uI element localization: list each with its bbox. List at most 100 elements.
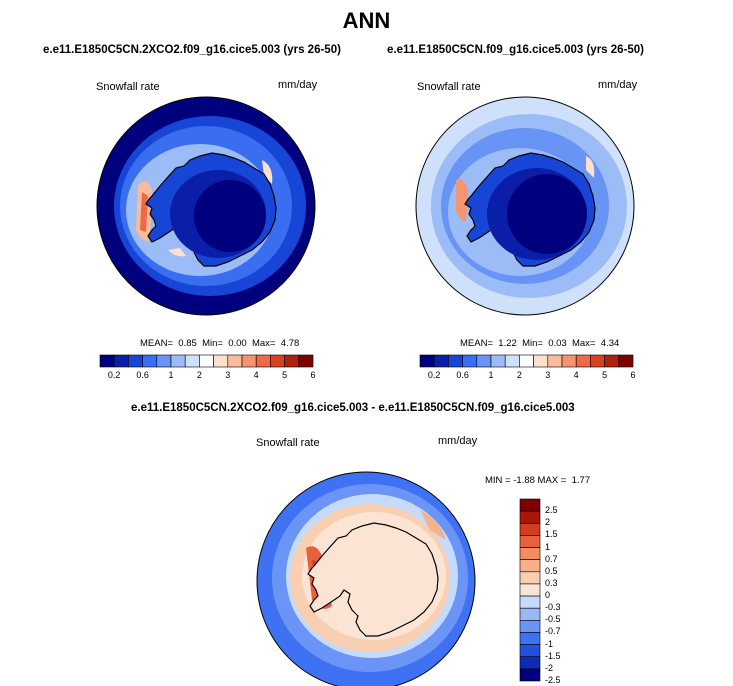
diff-colorbar-swatch xyxy=(519,656,541,670)
panel2-stats: MEAN= 1.22 Min= 0.03 Max= 4.34 xyxy=(460,338,619,349)
panel2-units-label: mm/day xyxy=(598,79,638,91)
panel2-colorbar-swatch xyxy=(433,354,449,368)
panel1-mean-value: 0.85 xyxy=(178,338,197,349)
panel1-colorbar-swatch xyxy=(156,354,172,368)
panel1-colorbar-swatch xyxy=(99,354,115,368)
diff-colorbar-tick-label: -1.5 xyxy=(545,650,561,661)
panel2-colorbar-swatch xyxy=(476,354,492,368)
panel2-colorbar-swatch xyxy=(504,354,520,368)
panel2-map xyxy=(415,96,635,316)
panel2-mean-value: 1.22 xyxy=(498,338,517,349)
diff-colorbar-swatch xyxy=(519,644,541,658)
diff-max-label: MAX = xyxy=(537,475,567,486)
diff-variable-label: Snowfall rate xyxy=(256,437,320,449)
panel1-colorbar-tick-label: 1 xyxy=(168,370,174,380)
diff-colorbar-swatch xyxy=(519,668,541,682)
panel2-colorbar-tick-label: 4 xyxy=(573,370,579,380)
panel2-colorbar-swatch xyxy=(618,354,634,368)
diff-colorbar-swatch xyxy=(519,595,541,609)
diff-colorbar-tick-label: -2.5 xyxy=(545,675,561,685)
diff-colorbar-swatch xyxy=(519,547,541,560)
panel1-colorbar-swatch xyxy=(142,354,158,368)
panel1-max-value: 4.78 xyxy=(280,338,300,349)
diff-min-label: MIN = xyxy=(485,475,511,486)
panel1-colorbar-swatch xyxy=(270,354,285,368)
diff-colorbar-tick-label: 1 xyxy=(545,541,551,552)
panel2-colorbar-swatch xyxy=(490,354,506,368)
panel1-colorbar-swatch xyxy=(298,354,314,368)
panel1-variable-label: Snowfall rate xyxy=(96,81,160,93)
panel2-colorbar-swatch xyxy=(462,354,478,368)
panel2-mean-label: MEAN= xyxy=(460,338,493,349)
panel2-colorbar-tick-label: 2 xyxy=(516,370,522,380)
panel1-colorbar-tick-label: 2 xyxy=(196,370,202,380)
panel1-units-label: mm/day xyxy=(278,79,318,91)
panel2-colorbar-tick-label: 0.2 xyxy=(427,370,441,380)
diff-colorbar-tick-label: -0.5 xyxy=(545,614,561,625)
diff-colorbar-swatch xyxy=(519,607,541,621)
diff-case-title: e.e11.E1850C5CN.2XCO2.f09_g16.cice5.003 … xyxy=(131,402,575,414)
panel2-colorbar-tick-label: 0.6 xyxy=(456,370,469,380)
diff-colorbar-tick-label: 0.5 xyxy=(545,565,558,576)
panel2-max-label: Max= xyxy=(571,338,596,349)
diff-colorbar-swatch xyxy=(519,583,541,597)
diff-colorbar-tick-label: -2 xyxy=(545,662,554,673)
panel2-colorbar-swatch xyxy=(575,354,591,368)
panel1-colorbar-tick-label: 5 xyxy=(282,370,288,380)
panel1-colorbar-swatch xyxy=(113,354,129,368)
panel1-colorbar-swatch xyxy=(284,354,300,368)
panel1-stats: MEAN= 0.85 Min= 0.00 Max= 4.78 xyxy=(140,338,299,349)
panel1-colorbar-tick-label: 4 xyxy=(253,370,259,380)
panel2-colorbar-swatch xyxy=(547,354,563,368)
panel1-colorbar-tick-label: 0.2 xyxy=(107,370,121,380)
panel1-min-label: Min= xyxy=(202,338,223,349)
panel1-mean-label: MEAN= xyxy=(140,338,173,349)
diff-colorbar-swatch xyxy=(519,522,541,536)
panel1-colorbar-swatch xyxy=(199,354,214,368)
diff-colorbar-swatch xyxy=(519,632,541,645)
panel2-colorbar-tick-label: 6 xyxy=(630,370,636,380)
panel1-colorbar-tick-label: 0.6 xyxy=(136,370,149,380)
diff-colorbar-swatch xyxy=(519,535,541,548)
panel2-colorbar-swatch xyxy=(419,354,435,368)
panel1-colorbar-tick-label: 6 xyxy=(310,370,316,380)
diff-map xyxy=(256,471,476,686)
diff-units-label: mm/day xyxy=(438,435,478,447)
panel1-colorbar-swatch xyxy=(184,354,200,368)
panel2-colorbar-swatch xyxy=(590,354,605,368)
panel2-colorbar-tick-label: 1 xyxy=(488,370,494,380)
diff-colorbar-swatch xyxy=(519,620,541,633)
panel2-colorbar-swatch xyxy=(448,354,463,368)
diff-colorbar-swatch xyxy=(519,571,541,585)
diff-colorbar-tick-label: -0.3 xyxy=(545,602,561,613)
diff-colorbar-tick-label: -0.7 xyxy=(545,626,561,637)
panel2-colorbar-swatch xyxy=(561,354,577,368)
diff-colorbar-tick-label: 2.5 xyxy=(545,505,558,516)
page-title: ANN xyxy=(342,8,391,33)
diff-colorbar-swatch xyxy=(519,498,541,512)
diff-colorbar-tick-label: 2 xyxy=(545,517,551,528)
panel1-max-label: Max= xyxy=(251,338,276,349)
diff-colorbar-swatch xyxy=(519,559,541,573)
panel2-max-value: 4.34 xyxy=(600,338,620,349)
panel1-colorbar-swatch xyxy=(241,354,257,368)
panel1-case-title: e.e11.E1850C5CN.2XCO2.f09_g16.cice5.003 … xyxy=(43,44,341,56)
panel1-colorbar-swatch xyxy=(213,354,229,368)
panel2-min-label: Min= xyxy=(522,338,543,349)
diff-max-value: 1.77 xyxy=(571,475,591,486)
diff-colorbar-swatch xyxy=(519,510,541,524)
panel1-colorbar-swatch xyxy=(170,354,186,368)
diff-colorbar-tick-label: 0.3 xyxy=(545,577,558,588)
panel2-colorbar-tick-label: 5 xyxy=(602,370,608,380)
diff-min-value: -1.88 xyxy=(513,475,535,486)
panel2-min-value: 0.03 xyxy=(548,338,567,349)
panel1-colorbar-tick-label: 3 xyxy=(225,370,231,380)
diff-stats: MIN = -1.88 MAX = 1.77 xyxy=(485,475,590,486)
panel2-variable-label: Snowfall rate xyxy=(417,81,481,93)
diff-colorbar-tick-label: 0 xyxy=(545,590,551,601)
panel1-map xyxy=(96,96,316,316)
panel2-colorbar-swatch xyxy=(604,354,620,368)
panel2-colorbar-tick-label: 3 xyxy=(545,370,551,380)
panel2-colorbar xyxy=(419,354,634,368)
